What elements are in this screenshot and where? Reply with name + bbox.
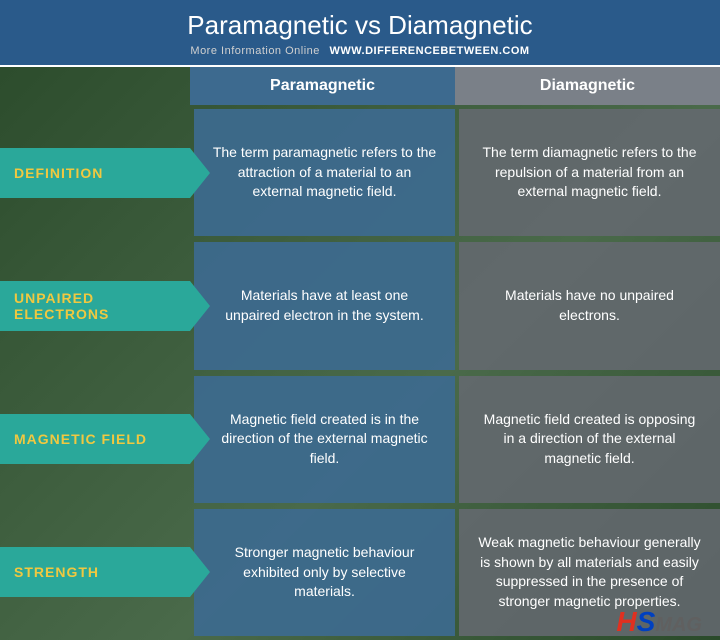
- table-row: MAGNETIC FIELD Magnetic field created is…: [0, 376, 720, 503]
- row-label-wrap: UNPAIRED ELECTRONS: [0, 242, 190, 369]
- page-title: Paramagnetic vs Diamagnetic: [0, 10, 720, 41]
- row-label-field: MAGNETIC FIELD: [0, 414, 190, 464]
- table-row: DEFINITION The term paramagnetic refers …: [0, 109, 720, 236]
- cell-diamagnetic: The term diamagnetic refers to the repul…: [459, 109, 720, 236]
- logo-h: H: [616, 606, 636, 637]
- hsmag-logo: HSMAG: [616, 606, 702, 638]
- row-label-wrap: MAGNETIC FIELD: [0, 376, 190, 503]
- cell-paramagnetic: Magnetic field created is in the directi…: [194, 376, 455, 503]
- cell-paramagnetic: The term paramagnetic refers to the attr…: [194, 109, 455, 236]
- cell-paramagnetic: Materials have at least one unpaired ele…: [194, 242, 455, 369]
- subtitle-prefix: More Information Online: [190, 45, 320, 57]
- logo-s: S: [637, 606, 656, 637]
- cell-paramagnetic: Stronger magnetic behaviour exhibited on…: [194, 509, 455, 636]
- table-row: UNPAIRED ELECTRONS Materials have at lea…: [0, 242, 720, 369]
- logo-mag: MAG: [655, 614, 702, 636]
- column-header-paramagnetic: Paramagnetic: [190, 67, 455, 105]
- cell-diamagnetic: Materials have no unpaired electrons.: [459, 242, 720, 369]
- row-label-strength: STRENGTH: [0, 547, 190, 597]
- row-label-wrap: STRENGTH: [0, 509, 190, 636]
- comparison-table: DEFINITION The term paramagnetic refers …: [0, 105, 720, 640]
- table-row: STRENGTH Stronger magnetic behaviour exh…: [0, 509, 720, 636]
- header-spacer: [0, 67, 190, 105]
- row-label-electrons: UNPAIRED ELECTRONS: [0, 281, 190, 331]
- subtitle-url: WWW.DIFFERENCEBETWEEN.COM: [329, 45, 529, 57]
- subtitle: More Information Online WWW.DIFFERENCEBE…: [0, 45, 720, 57]
- header: Paramagnetic vs Diamagnetic More Informa…: [0, 0, 720, 67]
- column-headers: Paramagnetic Diamagnetic: [0, 67, 720, 105]
- cell-diamagnetic: Magnetic field created is opposing in a …: [459, 376, 720, 503]
- row-label-wrap: DEFINITION: [0, 109, 190, 236]
- row-label-definition: DEFINITION: [0, 148, 190, 198]
- column-header-diamagnetic: Diamagnetic: [455, 67, 720, 105]
